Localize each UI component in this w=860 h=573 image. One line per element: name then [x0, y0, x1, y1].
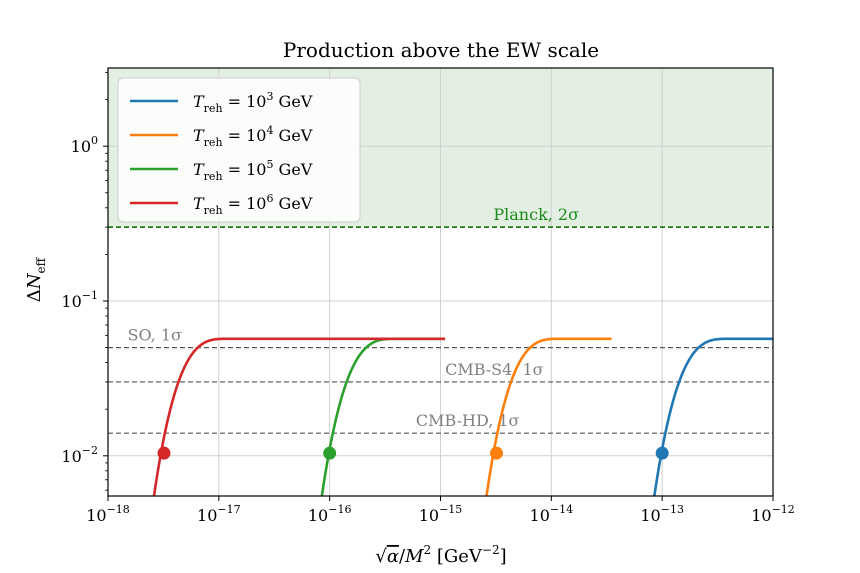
series-marker-0 — [655, 446, 669, 460]
y-tick-base: 10 — [61, 292, 81, 311]
x-axis-label: √α/M2 [GeV−2] — [375, 543, 506, 567]
legend-label-part: reh — [204, 102, 223, 115]
y-tick-base: 10 — [61, 447, 81, 466]
y-tick-exp: 0 — [91, 134, 98, 147]
x-tick-label-5: 10−13 — [640, 503, 684, 525]
legend-label-part: T — [193, 92, 205, 111]
legend-label-part: = 10 — [223, 194, 267, 213]
tick-labels: 10−18 10−17 10−16 10−15 10−14 10−13 10−1210−21… — [61, 134, 794, 525]
y-tick-label-1: 10−1 — [61, 289, 98, 311]
reference-label-1: SO, 1σ — [128, 326, 182, 345]
series-marker-2 — [323, 446, 337, 460]
x-label-close: ] — [500, 546, 507, 567]
x-tick-label-6: 10−12 — [751, 503, 795, 525]
x-tick-exp: −18 — [107, 503, 130, 516]
legend-label-part: 6 — [266, 192, 273, 205]
legend-label-part: GeV — [273, 160, 312, 179]
series-marker-1 — [489, 446, 503, 460]
series-curve-1 — [485, 337, 612, 497]
y-axis-label: ΔNeff — [24, 256, 48, 302]
legend-label-0: Treh = 103 GeV — [193, 90, 313, 115]
legend-label-1: Treh = 104 GeV — [193, 124, 313, 149]
axis-labels: √α/M2 [GeV−2] ΔNeff — [24, 256, 507, 567]
x-tick-base: 10 — [751, 506, 771, 525]
x-label-sqrt: √ — [375, 546, 387, 567]
x-tick-exp: −13 — [661, 503, 684, 516]
legend-label-part: GeV — [273, 194, 312, 213]
y-tick-base: 10 — [71, 137, 91, 156]
x-tick-exp: −17 — [217, 503, 240, 516]
x-label-alpha: α — [387, 546, 399, 567]
x-tick-label-3: 10−15 — [419, 503, 463, 525]
y-label-sub: eff — [34, 256, 48, 273]
x-tick-exp: −12 — [772, 503, 795, 516]
chart-title: Production above the EW scale — [283, 38, 599, 62]
legend-label-part: reh — [204, 204, 223, 217]
reference-lines: Planck, 2σ SO, 1σ CMB-S4, 1σ CMB-HD, 1σ — [108, 205, 773, 434]
x-tick-base: 10 — [419, 506, 439, 525]
reference-label-3: CMB-HD, 1σ — [416, 411, 520, 430]
x-tick-exp: −14 — [550, 503, 573, 516]
x-tick-label-0: 10−18 — [86, 503, 130, 525]
legend-label-3: Treh = 106 GeV — [193, 192, 313, 217]
legend-box — [117, 77, 361, 223]
legend-label-part: = 10 — [223, 126, 267, 145]
x-tick-base: 10 — [197, 506, 217, 525]
legend-label-part: = 10 — [223, 92, 267, 111]
x-label-sq: 2 — [424, 543, 432, 557]
series-curve-0 — [653, 337, 773, 497]
legend-label-part: 3 — [266, 90, 273, 103]
x-label-m: M — [404, 546, 424, 567]
legend-label-part: T — [193, 160, 205, 179]
y-label-n: N — [24, 272, 45, 290]
legend-label-part: 5 — [266, 158, 273, 171]
x-label-unit: [GeV — [431, 546, 483, 567]
legend-label-part: GeV — [273, 126, 312, 145]
legend-label-part: = 10 — [223, 160, 267, 179]
y-tick-label-2: 100 — [71, 134, 98, 156]
legend-label-part: reh — [204, 170, 223, 183]
legend-label-part: T — [193, 194, 205, 213]
series-curve-3 — [152, 337, 446, 497]
y-tick-exp: −1 — [82, 289, 98, 302]
x-tick-base: 10 — [640, 506, 660, 525]
y-label-delta: Δ — [24, 289, 45, 302]
legend-label-part: reh — [204, 136, 223, 149]
series-curves — [152, 337, 773, 497]
x-tick-base: 10 — [530, 506, 550, 525]
legend-label-part: T — [193, 126, 205, 145]
x-label-unit-exp: −2 — [482, 543, 500, 557]
reference-label-2: CMB-S4, 1σ — [445, 360, 544, 379]
x-tick-exp: −16 — [328, 503, 351, 516]
legend-label-part: GeV — [273, 92, 312, 111]
x-tick-base: 10 — [308, 506, 328, 525]
series-markers — [157, 446, 669, 460]
series-marker-3 — [157, 446, 171, 460]
x-label-slash: / — [399, 546, 406, 567]
axes — [103, 67, 774, 501]
x-tick-label-2: 10−16 — [308, 503, 352, 525]
reference-label-0: Planck, 2σ — [493, 205, 579, 224]
y-tick-label-0: 10−2 — [61, 444, 98, 466]
legend-label-part: 4 — [266, 124, 273, 137]
y-tick-exp: −2 — [82, 444, 98, 457]
x-tick-base: 10 — [86, 506, 106, 525]
legend-label-2: Treh = 105 GeV — [193, 158, 313, 183]
x-tick-exp: −15 — [439, 503, 462, 516]
x-tick-label-4: 10−14 — [530, 503, 574, 525]
x-tick-label-1: 10−17 — [197, 503, 241, 525]
